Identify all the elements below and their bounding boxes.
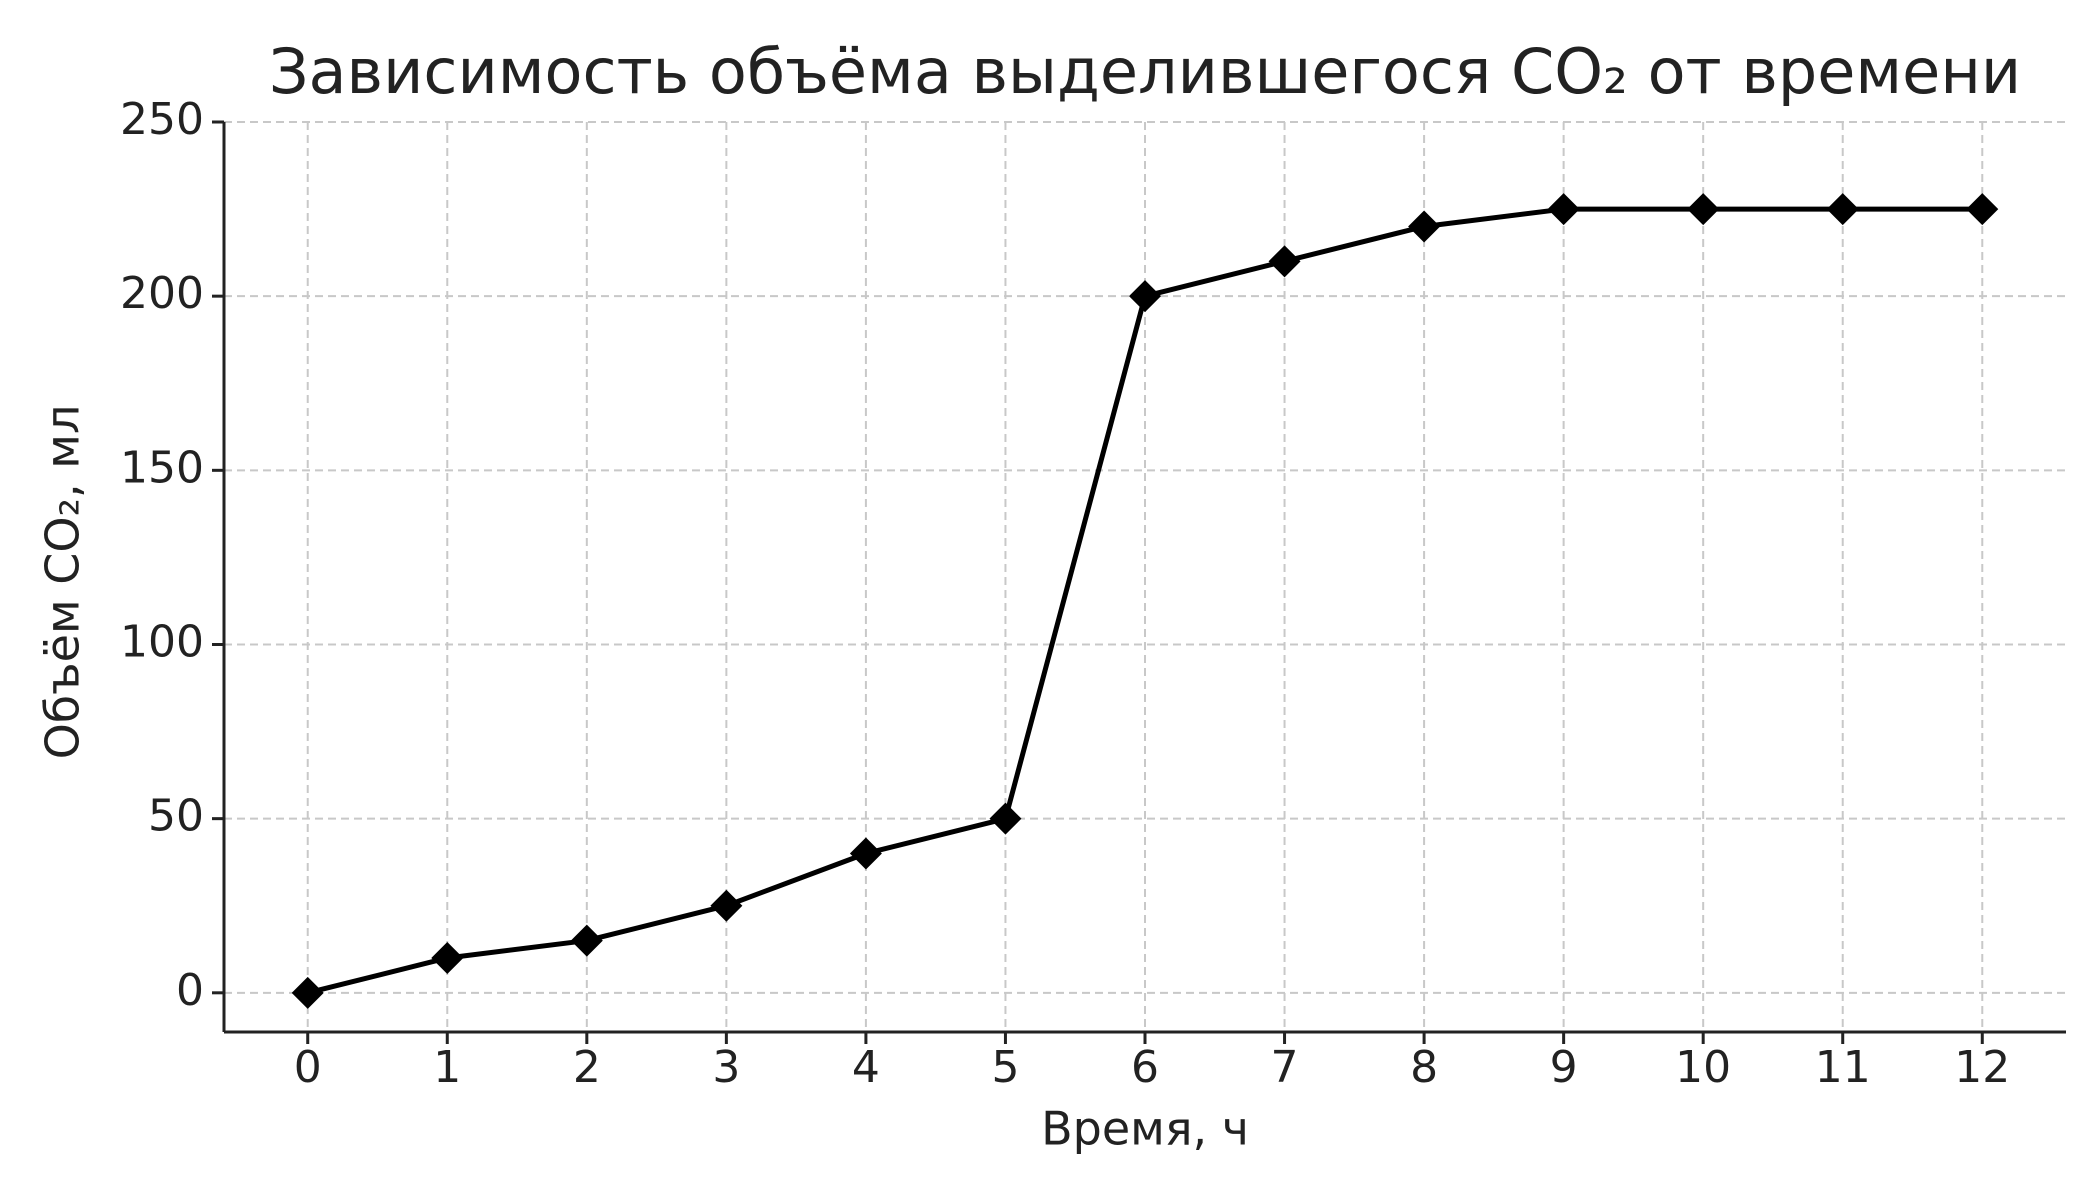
x-tick-label: 8 [1410, 1042, 1438, 1093]
marker [1408, 210, 1441, 243]
x-tick-label: 2 [573, 1042, 601, 1093]
x-tick-label: 3 [712, 1042, 740, 1093]
marker [1268, 245, 1301, 278]
y-tick-label: 50 [148, 791, 204, 842]
x-tick-label: 1 [433, 1042, 461, 1093]
x-tick-label: 0 [294, 1042, 322, 1093]
y-tick-label: 250 [120, 94, 204, 145]
x-tick-label: 7 [1271, 1042, 1299, 1093]
chart-title: Зависимость объёма выделившегося CO₂ от … [269, 35, 2021, 108]
marker [1687, 193, 1720, 226]
x-tick-label: 12 [1954, 1042, 2010, 1093]
marker [989, 802, 1022, 835]
x-tick-label: 10 [1675, 1042, 1731, 1093]
marker [1826, 193, 1859, 226]
x-axis-label: Время, ч [1041, 1102, 1249, 1156]
y-tick-label: 100 [120, 616, 204, 667]
marker [849, 837, 882, 870]
y-tick-label: 200 [120, 268, 204, 319]
marker [710, 889, 743, 922]
y-tick-label: 0 [176, 965, 204, 1016]
x-tick-label: 9 [1550, 1042, 1578, 1093]
marker [570, 924, 603, 957]
x-tick-label: 6 [1131, 1042, 1159, 1093]
line [307, 206, 1983, 996]
marker [1129, 280, 1161, 313]
marker [1547, 193, 1580, 226]
grid [224, 121, 2066, 1032]
marker [431, 941, 464, 974]
x-tick-label: 5 [991, 1042, 1019, 1093]
x-tick-label: 4 [852, 1042, 880, 1093]
x-tick-label: 11 [1815, 1042, 1871, 1093]
y-axis-label: Объём CO₂, мл [36, 405, 90, 760]
marker [1966, 193, 1999, 226]
plot [291, 193, 1999, 1009]
marker [291, 976, 324, 1009]
y-tick-label: 150 [120, 442, 204, 493]
